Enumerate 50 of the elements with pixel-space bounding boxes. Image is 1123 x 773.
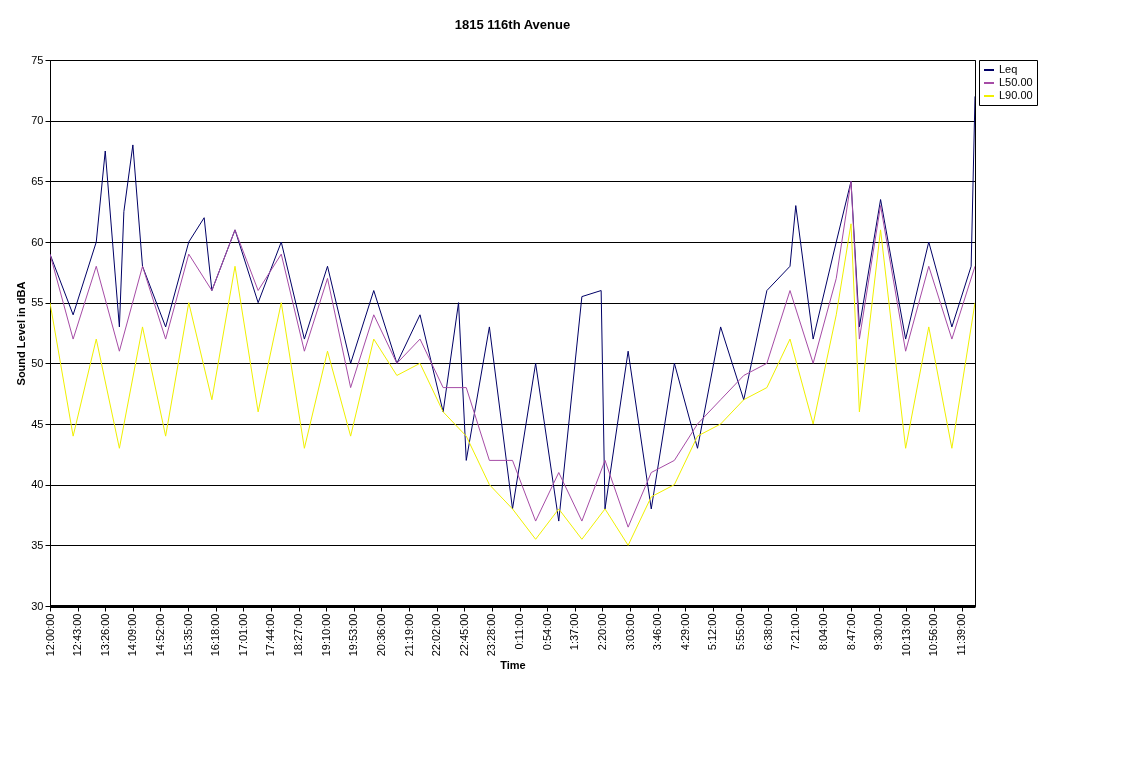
x-axis-title: Time [500, 659, 526, 672]
x-tick-label: 22:45:00 [457, 613, 470, 657]
x-tick-label: 19:10:00 [319, 613, 332, 657]
x-tick-label: 5:12:00 [706, 613, 719, 651]
x-tick-label: 3:46:00 [651, 613, 664, 651]
x-tick-label: 8:04:00 [816, 613, 829, 651]
legend-label: L90.00 [999, 89, 1033, 101]
x-tick-label: 12:43:00 [71, 613, 84, 657]
x-tick-label: 16:18:00 [209, 613, 222, 657]
x-tick-label: 11:39:00 [955, 613, 968, 656]
x-tick-label: 9:30:00 [872, 613, 885, 651]
x-tick-label: 22:02:00 [430, 613, 443, 657]
chart-title: 1815 116th Avenue [454, 17, 571, 32]
x-tick-label: 6:38:00 [761, 613, 774, 651]
x-tick-label: 14:52:00 [153, 613, 166, 657]
x-tick-label: 5:55:00 [734, 613, 747, 651]
x-tick-label: 4:29:00 [678, 613, 691, 651]
x-tick-label: 15:35:00 [181, 613, 194, 657]
legend-label: Leq [999, 63, 1018, 75]
y-tick-label: 40 [31, 478, 44, 491]
y-tick-label: 65 [31, 174, 44, 187]
x-tick-label: 1:37:00 [568, 613, 581, 651]
x-tick-label: 13:26:00 [98, 613, 111, 657]
x-tick-label: 21:19:00 [402, 613, 415, 657]
x-tick-label: 17:01:00 [236, 613, 249, 657]
y-tick-label: 75 [31, 53, 44, 66]
x-tick-label: 23:28:00 [485, 613, 498, 657]
x-tick-label: 12:00:00 [43, 613, 56, 657]
y-tick-label: 70 [31, 114, 44, 127]
y-tick-label: 45 [31, 417, 44, 430]
x-tick-label: 3:03:00 [623, 613, 636, 651]
x-tick-label: 19:53:00 [347, 613, 360, 657]
x-tick-label: 7:21:00 [789, 613, 802, 651]
x-tick-label: 0:54:00 [540, 613, 553, 651]
x-tick-label: 20:36:00 [374, 613, 387, 657]
y-tick-label: 30 [31, 599, 44, 612]
y-tick-label: 60 [31, 235, 44, 248]
x-tick-label: 10:13:00 [899, 613, 912, 657]
legend-label: L50.00 [999, 76, 1033, 88]
x-tick-label: 17:44:00 [264, 613, 277, 657]
y-tick-label: 55 [31, 296, 44, 309]
x-tick-label: 0:11:00 [513, 613, 526, 650]
x-tick-label: 8:47:00 [844, 613, 857, 651]
y-tick-label: 50 [31, 356, 44, 369]
x-tick-label: 2:20:00 [595, 613, 608, 651]
x-tick-label: 14:09:00 [126, 613, 139, 657]
x-tick-label: 10:56:00 [927, 613, 940, 657]
y-axis-title: Sound Level in dBA [15, 281, 28, 386]
y-tick-label: 35 [31, 538, 44, 551]
x-tick-label: 18:27:00 [292, 613, 305, 657]
